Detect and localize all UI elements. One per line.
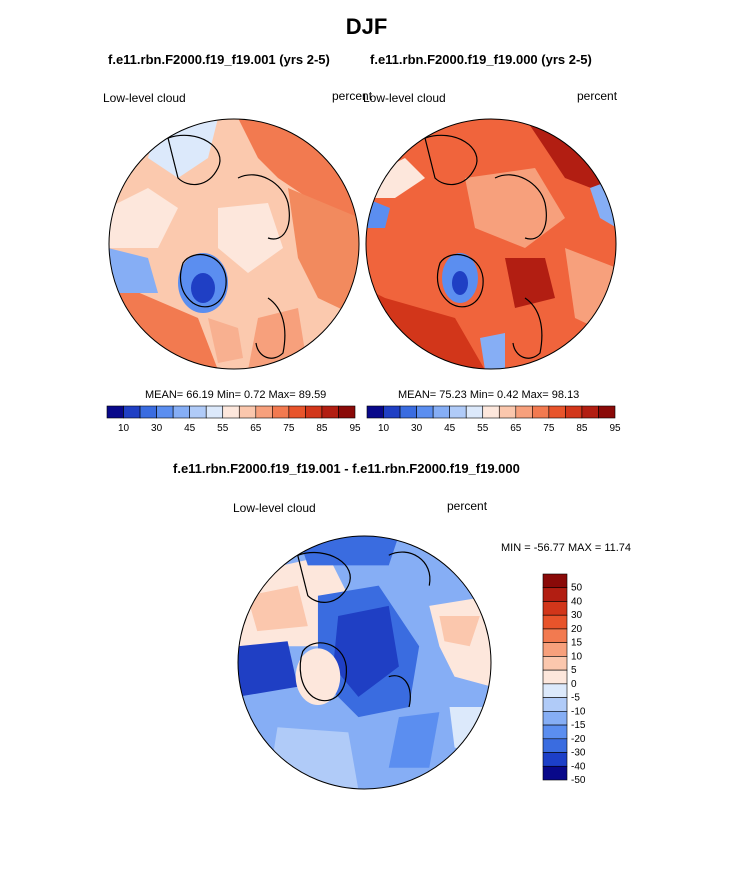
panel3-colorbar-swatch <box>542 587 568 602</box>
panel2-stats: MEAN= 75.23 Min= 0.42 Max= 98.13 <box>398 389 580 401</box>
panel3-colorbar-swatch <box>542 697 568 712</box>
panel1-colorbar-swatch <box>156 405 174 419</box>
panel1-colorbar-swatch <box>255 405 273 419</box>
panel2-colorbar-tick-label: 55 <box>477 423 489 434</box>
panel3-colorbar-tick-label: -15 <box>571 720 586 731</box>
panel3-colorbar-tick-label: -30 <box>571 748 586 759</box>
panel3-colorbar-swatch <box>542 642 568 657</box>
panel2-colorbar-swatch <box>498 405 517 419</box>
panel3-colorbar-tick-label: -5 <box>571 693 580 704</box>
panel1-colorbar-swatch <box>189 405 207 419</box>
panel2-colorbar-tick-label: 85 <box>576 423 588 434</box>
figure-title: DJF <box>345 14 388 39</box>
panel2-colorbar-tick-label: 45 <box>444 423 456 434</box>
panel2-colorbar-swatch <box>548 405 566 419</box>
panel2-colorbar-swatch <box>581 405 599 419</box>
panel2-right-label: percent <box>577 89 618 103</box>
panel3-colorbar-tick-label: 10 <box>571 651 583 662</box>
panel3-right-label: percent <box>447 499 488 513</box>
panel3-colorbar-swatch <box>542 601 568 616</box>
panel2-colorbar-swatch <box>449 405 467 419</box>
panel3-colorbar-swatch <box>542 628 568 643</box>
panel3-colorbar-swatch <box>542 765 568 781</box>
panel1-subtitle: f.e11.rbn.F2000.f19_f19.001 (yrs 2-5) <box>108 52 330 67</box>
panel1-colorbar-tick-label: 65 <box>250 423 262 434</box>
panel3-map <box>237 535 492 790</box>
panel1-map <box>108 118 360 370</box>
panel2-subtitle: f.e11.rbn.F2000.f19_f19.000 (yrs 2-5) <box>370 52 592 67</box>
panel1-colorbar-swatch <box>338 405 356 419</box>
panel3-colorbar-tick-label: -20 <box>571 734 586 745</box>
panel3-colorbar-swatch <box>542 752 568 767</box>
panel1-colorbar-swatch <box>123 405 141 419</box>
panel1-colorbar-swatch <box>321 405 339 419</box>
panel1-colorbar-swatch <box>222 405 240 419</box>
panel1-colorbar-tick-label: 10 <box>118 423 130 434</box>
panel3-colorbar-tick-label: 5 <box>571 665 577 676</box>
panel1-colorbar-tick-label: 30 <box>151 423 163 434</box>
panel1-colorbar-tick-label: 45 <box>184 423 196 434</box>
panel1-colorbar-swatch <box>288 405 306 419</box>
panel3-stats: MIN = -56.77 MAX = 11.74 <box>501 542 632 554</box>
panel2-colorbar-tick-label: 30 <box>411 423 423 434</box>
panel3-colorbar-tick-label: 0 <box>571 679 577 690</box>
panel3-colorbar-swatch <box>542 614 568 630</box>
panel1-colorbar-tick-label: 55 <box>217 423 229 434</box>
panel2-colorbar-swatch <box>432 405 450 419</box>
panel2-colorbar-swatch <box>482 405 500 419</box>
panel2-colorbar-swatch <box>532 405 550 419</box>
panel3-colorbar-tick-label: -40 <box>571 761 586 772</box>
panel2-colorbar-swatch <box>399 405 417 419</box>
panel3-colorbar-tick-label: 30 <box>571 610 583 621</box>
panel1-colorbar-tick-label: 75 <box>283 423 295 434</box>
panel1-colorbar-swatch <box>238 405 257 419</box>
panel1-colorbar-tick-label: 85 <box>316 423 328 434</box>
panel1-colorbar-swatch <box>205 405 224 419</box>
panel3-colorbar-tick-label: -10 <box>571 706 586 717</box>
panel2-colorbar-swatch <box>515 405 533 419</box>
panel1-colorbar-swatch <box>305 405 323 419</box>
panel2-colorbar-tick-label: 95 <box>609 423 621 434</box>
panel1-colorbar-swatch <box>106 405 124 419</box>
panel2-colorbar-tick-label: 10 <box>378 423 390 434</box>
panel2-map <box>365 118 617 370</box>
panel1-colorbar-swatch <box>172 405 190 419</box>
panel2-colorbar-tick-label: 75 <box>543 423 555 434</box>
panel1-colorbar-tick-label: 95 <box>349 423 361 434</box>
panel3-colorbar-tick-label: 50 <box>571 583 583 594</box>
panel2-colorbar-swatch <box>366 405 384 419</box>
panel3-colorbar-swatch <box>542 656 568 671</box>
panel2-colorbar-swatch <box>598 405 616 419</box>
panel3-colorbar-swatch <box>542 683 568 698</box>
panel1-stats: MEAN= 66.19 Min= 0.72 Max= 89.59 <box>145 389 327 401</box>
panel2-colorbar-tick-label: 65 <box>510 423 522 434</box>
panel3-colorbar-swatch <box>542 724 568 740</box>
panel1-colorbar: 10 30 45 55 65 75 85 95 <box>106 405 361 434</box>
panel3-colorbar-tick-label: 40 <box>571 596 583 607</box>
panel1-right-label: percent <box>332 89 373 103</box>
panel2-colorbar-swatch <box>383 405 401 419</box>
panel2-colorbar: 10 30 45 55 65 75 85 95 <box>366 405 621 434</box>
panel3-colorbar-tick-label: 15 <box>571 638 583 649</box>
panel3-subtitle: f.e11.rbn.F2000.f19_f19.001 - f.e11.rbn.… <box>173 461 520 476</box>
panel1-colorbar-swatch <box>139 405 157 419</box>
panel2-colorbar-swatch <box>465 405 484 419</box>
panel3-colorbar-swatch <box>542 669 568 685</box>
panel3-colorbar-tick-label: -50 <box>571 775 586 786</box>
panel2-left-label: Low-level cloud <box>363 91 446 105</box>
panel1-colorbar-swatch <box>272 405 290 419</box>
panel3-left-label: Low-level cloud <box>233 501 316 515</box>
panel3-colorbar-swatch <box>542 738 568 753</box>
panel3-colorbar-swatch <box>542 711 568 726</box>
panel3-colorbar-tick-label: 20 <box>571 624 583 635</box>
panel2-colorbar-swatch <box>416 405 434 419</box>
panel1-left-label: Low-level cloud <box>103 91 186 105</box>
panel3-colorbar-swatch <box>542 573 568 589</box>
panel2-colorbar-swatch <box>565 405 583 419</box>
